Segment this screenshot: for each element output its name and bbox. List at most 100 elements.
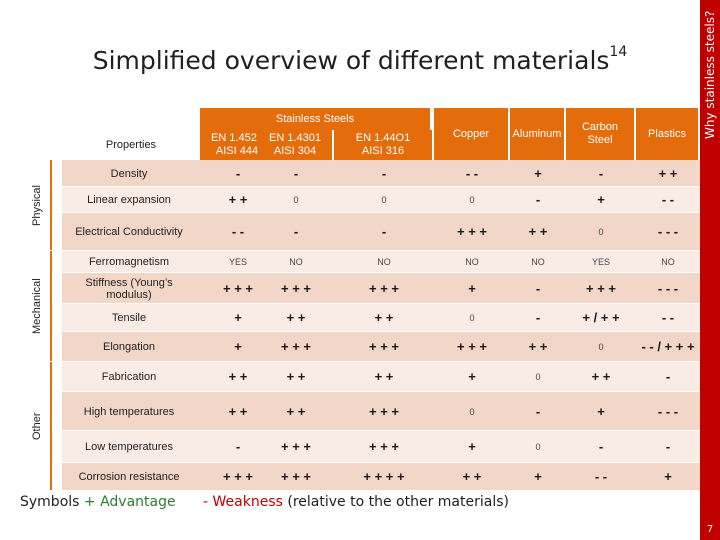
- legend-advantage-symbol: +: [83, 494, 96, 510]
- table-cell: + + + +: [363, 469, 405, 484]
- table-row: [62, 463, 700, 490]
- table-cell: -: [598, 165, 604, 181]
- table-cell: + + +: [369, 280, 399, 296]
- legend-prefix: Symbols: [20, 494, 80, 510]
- table-cell: + + +: [281, 469, 311, 484]
- row-label: Linear expansion: [87, 194, 171, 206]
- table-cell: + + +: [369, 403, 399, 419]
- table-cell: + + +: [281, 439, 311, 454]
- table-row: [62, 332, 700, 361]
- table-cell: -: [535, 403, 541, 419]
- table-cell: - -: [661, 192, 675, 207]
- column-header: EN 1.4301 AISI 304: [258, 130, 332, 160]
- table-row: [62, 304, 700, 331]
- group-band: [28, 362, 52, 490]
- row-label: Fabrication: [101, 371, 157, 383]
- table-cell: +: [468, 369, 476, 384]
- table-cell: + +: [228, 403, 248, 419]
- table-cell: + + +: [223, 469, 253, 484]
- table-cell: +: [534, 469, 542, 484]
- title-footnote: 14: [609, 43, 628, 60]
- group-band: [28, 251, 52, 361]
- table-cell: + + +: [281, 280, 311, 296]
- group-label: Physical: [31, 185, 43, 226]
- table-cell: NO: [531, 257, 545, 267]
- table-row: [62, 160, 700, 186]
- table-cell: -: [598, 439, 604, 454]
- table-row: [62, 362, 700, 391]
- table-cell: +: [468, 280, 476, 296]
- sidebar-bar: [700, 0, 720, 540]
- table-cell: -: [381, 165, 387, 181]
- table-row: [62, 251, 700, 272]
- table-cell: -: [665, 439, 671, 454]
- row-label: Corrosion resistance: [78, 471, 180, 483]
- table-cell: + / + +: [582, 310, 620, 325]
- sidebar-title: Why stainless steels?: [703, 10, 717, 140]
- table-cell: + +: [528, 339, 548, 354]
- table-cell: - - -: [657, 280, 679, 296]
- table-cell: - -: [231, 224, 245, 239]
- legend-advantage-label: Advantage: [100, 494, 176, 510]
- table-cell: 0: [293, 195, 299, 205]
- row-label: Elongation: [103, 341, 155, 353]
- table-cell: + +: [528, 224, 548, 239]
- table-cell: 0: [469, 313, 475, 323]
- table-cell: -: [665, 369, 671, 384]
- table-cell: -: [535, 280, 541, 296]
- table-cell: + +: [462, 469, 482, 484]
- page-title-text: Simplified overview of different materia…: [92, 46, 610, 75]
- table-cell: - - / + + +: [641, 339, 695, 354]
- row-label: Electrical Conductivity: [75, 226, 183, 238]
- row-label: Stiffness (Young’s modulus): [85, 276, 173, 301]
- table-cell: +: [234, 339, 242, 354]
- legend-note: (relative to the other materials): [287, 494, 509, 510]
- table-cell: + + +: [457, 339, 487, 354]
- table-cell: - -: [465, 165, 479, 181]
- table-row: [62, 187, 700, 212]
- page-title: Simplified overview of different materia…: [80, 43, 640, 75]
- table-cell: 0: [535, 442, 541, 452]
- table-cell: +: [664, 469, 672, 484]
- table-row: [62, 273, 700, 303]
- table-cell: +: [534, 165, 542, 181]
- table-cell: + + +: [281, 339, 311, 354]
- table-cell: +: [468, 439, 476, 454]
- table-cell: NO: [465, 257, 479, 267]
- table-cell: + +: [286, 310, 306, 325]
- table-cell: - - -: [657, 403, 679, 419]
- table-cell: YES: [228, 257, 247, 267]
- table-cell: 0: [469, 195, 475, 205]
- column-header: Aluminum: [510, 108, 564, 160]
- row-label: Ferromagnetism: [88, 256, 170, 268]
- table-cell: + +: [286, 369, 306, 384]
- table-cell: +: [234, 310, 242, 325]
- table-cell: + + +: [369, 339, 399, 354]
- table-cell: 0: [598, 227, 604, 237]
- table-cell: NO: [289, 257, 303, 267]
- row-label: High temperatures: [83, 405, 175, 418]
- group-label: Mechanical: [31, 278, 43, 335]
- legend-weakness-symbol: -: [203, 494, 209, 510]
- legend-advantage: Symbols + Advantage: [20, 494, 176, 510]
- table-cell: + +: [228, 369, 248, 384]
- table-cell: -: [535, 192, 541, 207]
- table-cell: -: [293, 165, 299, 181]
- table-cell: + + +: [369, 439, 399, 454]
- table-row: [62, 213, 700, 250]
- row-label: Low temperatures: [84, 441, 174, 453]
- table-cell: + + +: [223, 280, 253, 296]
- table-cell: YES: [591, 257, 610, 267]
- table-cell: NO: [377, 257, 391, 267]
- table-cell: + +: [374, 310, 394, 325]
- column-header: Properties: [105, 138, 157, 151]
- table-cell: NO: [661, 257, 675, 267]
- column-header: EN 1.44O1 AISI 316: [334, 130, 432, 160]
- column-header: Carbon Steel: [566, 108, 634, 160]
- table-cell: 0: [469, 406, 475, 417]
- table-cell: +: [597, 403, 605, 419]
- stainless-steels-header: Stainless Steels: [200, 108, 430, 130]
- table-cell: + +: [658, 165, 678, 181]
- table-cell: - -: [594, 469, 608, 484]
- table-cell: - -: [661, 310, 675, 325]
